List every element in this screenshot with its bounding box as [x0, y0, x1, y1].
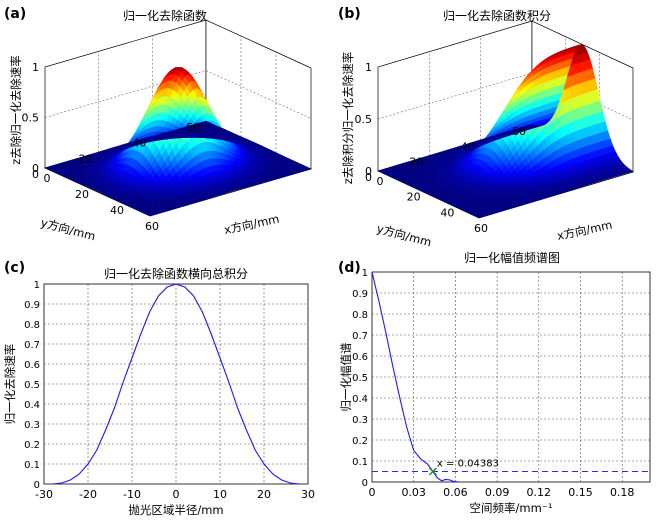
chart-a-ytick: 60	[186, 121, 200, 134]
chart-b-ztick: 1	[365, 61, 372, 74]
chart-d-ylabel: 归一化幅值谱	[339, 342, 353, 411]
chart-d-series-line	[371, 271, 459, 483]
chart-a-ytick: 0	[32, 168, 39, 181]
chart-d-plot-area	[371, 271, 651, 483]
chart-d-ticks: 0 0.03 0.06 0.09 0.12 0.15 0.18 0 0.1 0.2 0.3 0.4 0.…	[352, 268, 634, 499]
chart-c-ytick: 0	[34, 480, 40, 491]
chart-d-ytick: 0.2	[352, 436, 368, 447]
chart-d-xtick: 0.09	[485, 486, 510, 499]
chart-a-zlabel: z去除归一化去除速率	[9, 55, 23, 165]
chart-c-ytick: 0.7	[24, 340, 40, 351]
chart-d-xtick: 0.18	[610, 486, 635, 499]
chart-d-xtick: 0.03	[401, 486, 426, 499]
chart-c-xtick: 10	[213, 488, 227, 501]
chart-c-xtick: 20	[257, 488, 271, 501]
chart-b-xtick: 60	[474, 222, 488, 235]
chart-b-ylabel: y方向/mm	[375, 221, 433, 249]
chart-d-ytick: 0.7	[352, 331, 368, 342]
chart-d: 归一化幅值频谱图 0 0.03 0.06 0.09 0.12 0.15 0.18 0 0.1 0.…	[339, 250, 651, 515]
chart-b-xlabel: x方向/mm	[556, 218, 614, 243]
chart-a-surface	[44, 67, 312, 217]
panel-label-a: (a)	[4, 6, 26, 22]
chart-c-ytick: 0.8	[24, 320, 40, 331]
chart-d-ytick: 0.4	[352, 394, 368, 405]
chart-a-ztick: 0.5	[22, 112, 40, 125]
chart-a-ticks: 0 20 40 60 0 20 40 60 0 0.5 1	[22, 61, 201, 233]
chart-b-title: 归一化去除函数积分	[443, 8, 551, 23]
chart-a-xtick: 0	[44, 172, 51, 185]
chart-b-surface	[377, 44, 634, 219]
chart-a-ytick: 20	[79, 152, 93, 165]
chart-b-xtick: 0	[377, 175, 384, 188]
chart-d-ytick: 0.5	[352, 373, 368, 384]
chart-a-xtick: 20	[75, 188, 89, 201]
chart-d-title: 归一化幅值频谱图	[464, 250, 560, 265]
chart-c-xtick: 30	[301, 488, 315, 501]
chart-a-ylabel: y方向/mm	[39, 215, 97, 243]
chart-c-ytick: 0.2	[24, 440, 40, 451]
chart-c-xtick: -30	[35, 488, 53, 501]
chart-c-grid	[44, 284, 308, 484]
chart-c-ylabel: 归一化去除速率	[3, 344, 17, 425]
chart-d-xtick: 0	[369, 486, 376, 499]
chart-c-title: 归一化去除函数横向总积分	[104, 266, 248, 281]
chart-b-ztick: 0.5	[355, 113, 373, 126]
chart-a-ztick: 0	[32, 162, 39, 175]
chart-a-ztick: 1	[32, 61, 39, 74]
chart-d-xtick: 0.15	[568, 486, 593, 499]
chart-c-xtick: -10	[123, 488, 141, 501]
chart-d-grid	[372, 272, 650, 482]
chart-b-ticks: 0 20 40 60 0 20 40 60 0 0.5 1	[355, 61, 527, 235]
chart-d-xtick: 0.12	[527, 486, 552, 499]
chart-d-ytick: 1	[362, 268, 368, 279]
panel-label-c: (c)	[4, 260, 25, 276]
chart-c: 归一化去除函数横向总积分 -30 -20 -10 0 10 20 30 0 0.1 0.2 0.3 0…	[3, 266, 315, 517]
chart-c-series-line	[52, 283, 300, 485]
chart-d-ytick: 0	[362, 478, 368, 489]
chart-c-xtick: -20	[79, 488, 97, 501]
chart-b-ytick: 20	[409, 156, 423, 169]
chart-a-xtick: 60	[145, 220, 159, 233]
chart-a-xlabel: x方向/mm	[223, 212, 281, 237]
chart-d-xtick: 0.06	[443, 486, 468, 499]
chart-a-title: 归一化去除函数	[123, 8, 207, 23]
chart-c-ytick: 0.3	[24, 420, 40, 431]
chart-d-ytick: 0.3	[352, 415, 368, 426]
chart-c-xlabel: 抛光区域半径/mm	[128, 503, 223, 517]
chart-b-xtick: 20	[407, 191, 421, 204]
chart-d-marker-x2	[428, 467, 437, 476]
chart-a-wall-grid	[44, 70, 312, 119]
chart-a-surface-patch	[44, 166, 53, 170]
chart-b-ytick: 0	[365, 171, 372, 184]
chart-d-xlabel: 空间频率/mm⁻¹	[470, 501, 553, 515]
chart-c-ytick: 0.9	[24, 300, 40, 311]
panel-label-b: (b)	[338, 6, 361, 22]
chart-b-surface-patch	[377, 169, 385, 173]
chart-b-xtick: 40	[440, 206, 454, 219]
chart-c-xtick: 0	[173, 488, 180, 501]
chart-c-ytick: 0.5	[24, 380, 40, 391]
chart-b: 归一化去除函数积分 0 20 40 60 0 20 40 60 0 0.5 1 x方向/mm y方向…	[341, 8, 634, 249]
chart-a: 归一化去除函数 0 20 40 60 0 20 40 60 0 0.5 1 x方向/mm y方向/m…	[9, 8, 313, 243]
chart-b-ytick: 60	[512, 125, 526, 138]
chart-c-ytick: 0.4	[24, 400, 40, 411]
chart-b-ytick: 40	[461, 140, 475, 153]
chart-d-marker	[428, 467, 437, 476]
chart-d-ytick: 0.8	[352, 310, 368, 321]
chart-d-ytick: 0.9	[352, 289, 368, 300]
chart-d-ytick: 0.6	[352, 352, 368, 363]
chart-c-ytick: 0.6	[24, 360, 40, 371]
chart-d-ytick: 0.1	[352, 457, 368, 468]
chart-b-ztick: 0	[365, 165, 372, 178]
chart-a-xtick: 40	[110, 204, 124, 217]
chart-c-ytick: 1	[34, 280, 40, 291]
chart-d-marker-label: x = 0.04383	[437, 459, 499, 470]
chart-c-ticks: -30 -20 -10 0 10 20 30 0 0.1 0.2 0.3 0.4 0.5 0.6 0.7 0.…	[24, 280, 315, 501]
chart-b-zlabel: z去除积分归一化去除速率	[341, 52, 355, 185]
panel-label-d: (d)	[338, 260, 361, 276]
chart-a-ytick: 40	[132, 137, 146, 150]
chart-c-ytick: 0.1	[24, 460, 40, 471]
